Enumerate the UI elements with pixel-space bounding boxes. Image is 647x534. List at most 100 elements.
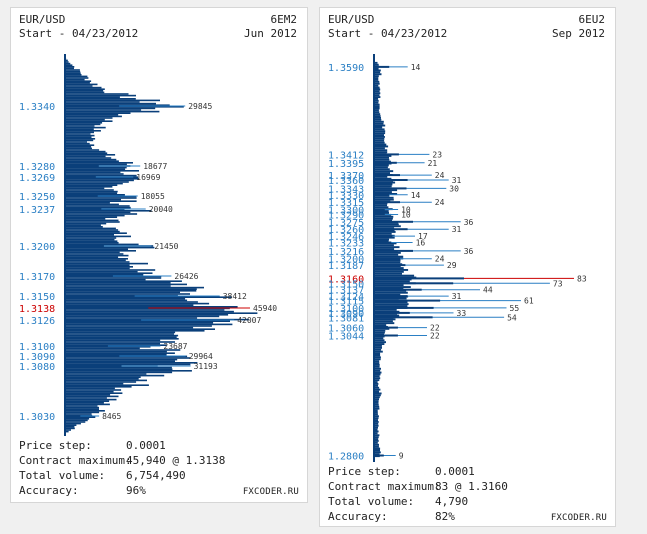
price-tick-label: 1.3280 xyxy=(19,162,55,173)
profile-row xyxy=(374,426,378,429)
profile-row xyxy=(65,126,106,129)
profile-row xyxy=(65,264,130,266)
price-tick-label: 1.3340 xyxy=(19,102,55,113)
profile-row xyxy=(65,282,171,284)
profile-row xyxy=(374,388,381,391)
profile-row xyxy=(65,266,133,268)
profile-row xyxy=(65,134,95,137)
profile-row xyxy=(374,286,411,288)
volume-label: 31 xyxy=(452,225,462,234)
profile-row xyxy=(65,133,91,135)
profile-row xyxy=(374,371,382,374)
level-bar xyxy=(65,208,102,210)
profile-row xyxy=(374,240,389,243)
profile-row xyxy=(65,96,120,98)
profile-row xyxy=(65,123,101,126)
profile-row xyxy=(374,248,395,250)
profile-row xyxy=(374,103,380,106)
profile-row xyxy=(65,107,156,110)
price-tick-label: 1.3300 xyxy=(328,206,364,217)
profile-row xyxy=(65,149,100,151)
profile-row xyxy=(374,71,381,74)
profile-row xyxy=(65,139,94,142)
profile-row xyxy=(65,90,104,92)
profile-row xyxy=(65,424,77,426)
profile-row xyxy=(65,328,215,330)
profile-row xyxy=(65,349,181,351)
profile-row xyxy=(374,291,408,294)
volume-profile-chart: 29845 18677 16969 18055 20040 21450 26426 38412… xyxy=(19,54,277,436)
level-bar xyxy=(374,193,390,196)
profile-row xyxy=(65,325,212,327)
profile-row xyxy=(374,314,400,317)
profile-row xyxy=(374,113,381,116)
contract-month: Sep 2012 xyxy=(552,27,605,40)
profile-row xyxy=(374,386,380,389)
profile-row xyxy=(65,400,110,402)
price-tick-label: 1.3395 xyxy=(328,159,364,170)
level-bar xyxy=(374,213,385,216)
profile-row xyxy=(65,110,160,113)
profile-row xyxy=(374,149,388,152)
profile-row xyxy=(374,407,380,410)
profile-row xyxy=(374,105,380,108)
profile-row xyxy=(65,83,98,86)
profile-row xyxy=(65,128,94,130)
profile-row xyxy=(65,421,86,423)
profile-row xyxy=(374,356,381,359)
level-bar xyxy=(374,264,406,267)
level-bar xyxy=(374,454,384,457)
level-bar xyxy=(374,277,464,280)
profile-row xyxy=(65,429,71,431)
profile-row xyxy=(374,177,392,180)
profile-row xyxy=(65,179,134,182)
profile-row xyxy=(374,441,378,444)
profile-row xyxy=(65,82,90,84)
volume-label: 29 xyxy=(447,261,457,270)
profile-row xyxy=(374,136,385,138)
level-bar xyxy=(374,235,393,238)
price-tick-label: 1.3269 xyxy=(19,173,55,184)
profile-row xyxy=(374,327,390,330)
profile-row xyxy=(374,109,379,112)
profile-row xyxy=(65,418,90,420)
profile-row xyxy=(65,286,204,289)
level-bar xyxy=(374,311,410,314)
profile-row xyxy=(374,118,382,121)
stat-total-volume: Total volume: 6,754,490 xyxy=(19,469,186,482)
profile-row xyxy=(65,80,92,82)
profile-row xyxy=(374,231,396,233)
level-bar xyxy=(374,174,400,177)
profile-row xyxy=(65,147,92,150)
profile-row xyxy=(65,197,137,199)
profile-row xyxy=(65,222,107,225)
profile-row xyxy=(374,345,382,347)
profile-row xyxy=(65,237,117,239)
profile-row xyxy=(65,302,210,305)
profile-row xyxy=(65,358,178,361)
profile-row xyxy=(374,88,381,91)
profile-row xyxy=(65,227,116,230)
profile-row xyxy=(374,86,380,89)
level-bar xyxy=(65,105,120,107)
profile-row xyxy=(374,310,400,313)
profile-row xyxy=(65,331,176,334)
stats-block: Price step: 0.0001 Contract maximum:45,94… xyxy=(19,438,225,498)
volume-label: 14 xyxy=(411,191,421,200)
profile-row xyxy=(65,70,81,73)
price-tick-label: 1.3090 xyxy=(328,309,364,320)
profile-row xyxy=(374,396,380,399)
profile-row xyxy=(374,436,379,439)
profile-row xyxy=(65,168,126,170)
price-tick-label: 1.3080 xyxy=(19,362,55,373)
price-tick-label: 1.3290 xyxy=(328,211,364,222)
profile-row xyxy=(374,145,389,148)
level-bar xyxy=(65,275,113,277)
profile-row xyxy=(374,151,388,154)
profile-row xyxy=(374,244,394,247)
volume-label: 36 xyxy=(464,218,474,227)
profile-row xyxy=(65,379,147,382)
profile-row xyxy=(65,293,190,295)
profile-row xyxy=(374,166,388,169)
level-bar xyxy=(65,415,81,417)
